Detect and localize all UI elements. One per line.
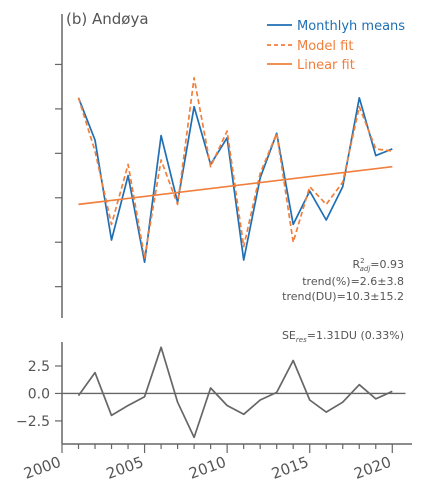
trend-du-annotation: trend(DU)=10.3±15.2 [282,290,404,303]
bottom-x-tick-label: 2000 [21,453,63,483]
bottom-y-tick-label: 0.0 [28,386,50,402]
top-series-group [77,76,393,264]
linear-fit-line [78,165,393,206]
bottom-panel: SEres=1.31DU (0.33%) 2.5 0.0 −2.5 2000 2005… [16,329,412,483]
stats-annotation: R2 adj=0.93 trend(%)=2.6±3.8 trend(DU)=10… [282,257,404,303]
panel-title: (b) Andøya [66,10,149,28]
top-panel: (b) Andøya Monthlyh means Model fit Line… [55,10,405,318]
legend: Monthlyh means Model fit Linear fit [267,19,405,73]
bottom-x-tick-label: 2005 [104,453,146,483]
model-fit-line [77,76,393,259]
residual-line [77,346,393,439]
bottom-y-tick-label: 2.5 [28,359,50,375]
top-y-ticks [55,63,62,288]
bottom-x-tick-label: 2020 [352,453,394,483]
legend-label-monthly: Monthlyh means [297,19,405,34]
bottom-y-tick-label: −2.5 [16,414,50,430]
trend-percent-annotation: trend(%)=2.6±3.8 [302,275,404,288]
bottom-x-tick-label: 2010 [186,453,228,483]
bottom-x-tick-label: 2015 [269,453,311,483]
bottom-y-ticks: 2.5 0.0 −2.5 [16,359,62,430]
residual-se-annotation: SEres=1.31DU (0.33%) [282,329,404,344]
legend-label-model: Model fit [297,39,353,54]
legend-label-linear: Linear fit [297,58,355,73]
monthly-means-line [77,96,393,264]
r2-annotation: R2 adj=0.93 [352,257,404,273]
bottom-x-ticks: 2000 2005 2010 2015 2020 [21,444,394,483]
bottom-series-group [62,346,406,439]
